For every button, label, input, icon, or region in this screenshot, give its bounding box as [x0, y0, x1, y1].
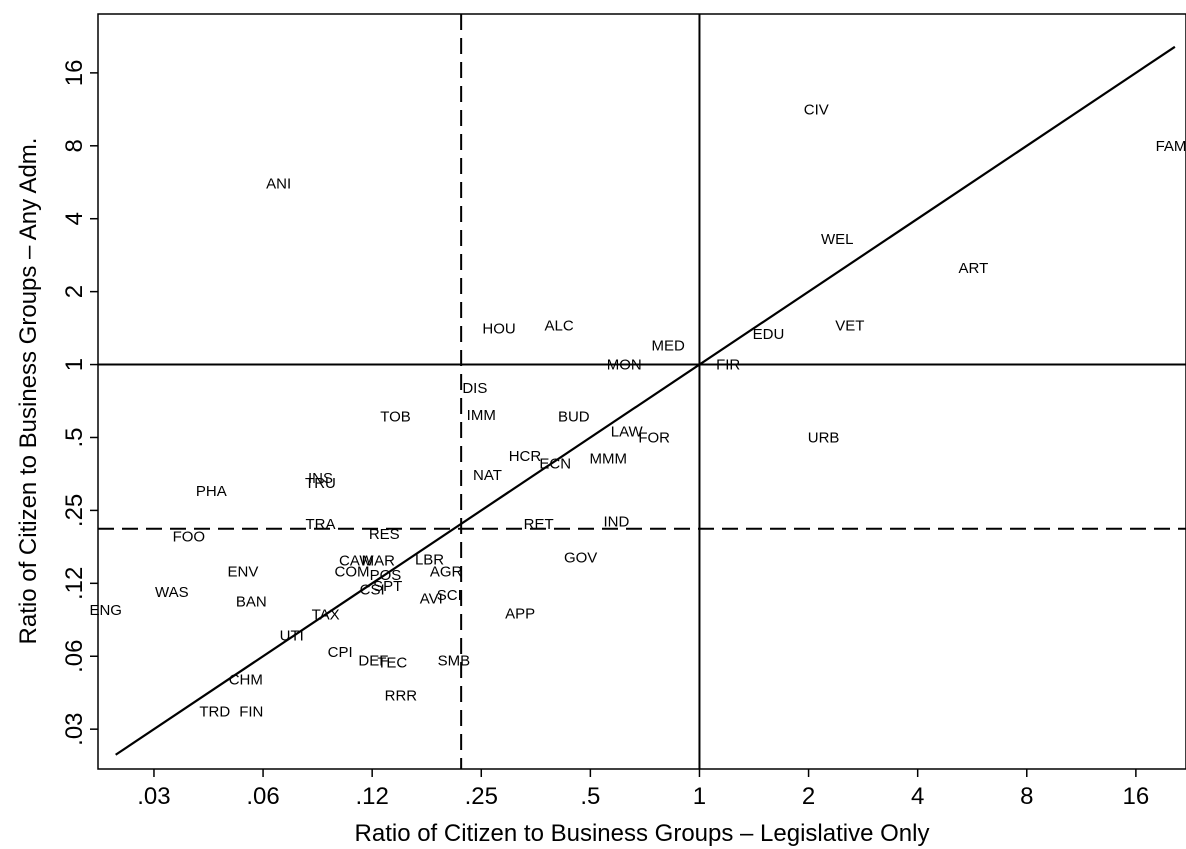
point-label: URB [808, 429, 840, 446]
point-label: CAW [339, 553, 374, 570]
point-label: EDU [753, 326, 785, 343]
point-label: MMM [589, 450, 627, 467]
x-tick-label: .5 [580, 783, 600, 810]
point-label: HCR [509, 448, 542, 465]
point-label: AGR [430, 563, 463, 580]
point-label: TAX [312, 606, 340, 623]
x-tick-label: 8 [1020, 783, 1033, 810]
point-label: SPT [373, 578, 402, 595]
point-label: NAT [473, 467, 502, 484]
point-label: RRR [385, 688, 418, 705]
point-label: FIN [239, 703, 263, 720]
point-label: BAN [236, 594, 267, 611]
point-label: ENG [89, 602, 122, 619]
point-label: SMB [438, 653, 471, 670]
point-label: ART [959, 260, 989, 277]
x-axis: .03 .06 .12 .25 .5 1 2 4 8 16 [137, 769, 1149, 810]
point-label: RET [524, 516, 554, 533]
point-label: SCI [437, 587, 462, 604]
x-tick-label: 16 [1123, 783, 1150, 810]
x-tick-label: .25 [465, 783, 498, 810]
point-labels: CIV FAM ANI WEL ART HOU ALC VET EDU MED MON FIR DIS T… [89, 101, 1186, 720]
point-label: MAR [362, 553, 396, 570]
point-label: CSI [360, 581, 385, 598]
x-tick-label: 1 [693, 783, 706, 810]
x-axis-title: Ratio of Citizen to Business Groups – Le… [355, 820, 930, 847]
point-label: WAS [155, 584, 189, 601]
point-label: BUD [558, 409, 590, 426]
y-tick-label: .25 [61, 494, 88, 527]
y-axis: .03 .06 .12 .25 .5 1 2 4 8 16 [61, 60, 98, 746]
point-label: ECN [539, 456, 571, 473]
point-label: COM [335, 563, 370, 580]
x-tick-label: .12 [355, 783, 388, 810]
plot-frame [97, 13, 1186, 770]
point-label: DIS [462, 380, 487, 397]
point-label: RES [369, 526, 400, 543]
point-label: TRD [199, 703, 230, 720]
point-label: POS [370, 567, 402, 584]
point-label: FOR [638, 429, 670, 446]
y-axis-title: Ratio of Citizen to Business Groups – An… [15, 138, 42, 645]
point-label: FOO [173, 529, 206, 546]
point-label: FIR [716, 357, 740, 374]
point-label: DEF [358, 653, 388, 670]
point-label: GOV [564, 549, 597, 566]
point-label: LAW [611, 423, 644, 440]
x-tick-label: 2 [802, 783, 815, 810]
y-tick-label: 2 [61, 285, 88, 298]
point-label: TEC [377, 654, 407, 671]
y-tick-label: 4 [61, 212, 88, 225]
point-label: LBR [415, 551, 444, 568]
y-tick-label: 8 [61, 139, 88, 152]
point-label: MON [607, 357, 642, 374]
point-label: TRA [305, 516, 335, 533]
point-label: ALC [545, 317, 574, 334]
y-tick-label: .5 [61, 427, 88, 447]
y-tick-label: .06 [61, 640, 88, 673]
point-label: INS [308, 470, 333, 487]
point-label: VET [835, 317, 864, 334]
point-label: MED [652, 337, 686, 354]
y-tick-label: .03 [61, 712, 88, 745]
point-label: CPI [328, 644, 353, 661]
reference-lines [98, 14, 1186, 769]
point-label: AVI [420, 591, 443, 608]
point-label: FAM [1156, 138, 1186, 155]
point-label: UTI [280, 628, 304, 645]
x-tick-label: .06 [246, 783, 279, 810]
point-label: PHA [196, 483, 227, 500]
point-label: CIV [804, 101, 829, 118]
x-tick-label: 4 [911, 783, 924, 810]
point-label: TRU [305, 475, 336, 492]
y-tick-label: .12 [61, 567, 88, 600]
point-label: TOB [380, 409, 411, 426]
point-label: CHM [229, 672, 263, 689]
x-tick-label: .03 [137, 783, 170, 810]
diagonal-line [115, 45, 1176, 756]
y-tick-label: 1 [61, 358, 88, 371]
point-label: ENV [228, 563, 259, 580]
point-label: APP [505, 605, 535, 622]
point-label: ANI [266, 175, 291, 192]
y-tick-label: 16 [61, 60, 88, 87]
point-label: HOU [482, 320, 515, 337]
point-label: WEL [821, 231, 854, 248]
point-label: IND [603, 513, 629, 530]
point-label: IMM [467, 407, 496, 424]
